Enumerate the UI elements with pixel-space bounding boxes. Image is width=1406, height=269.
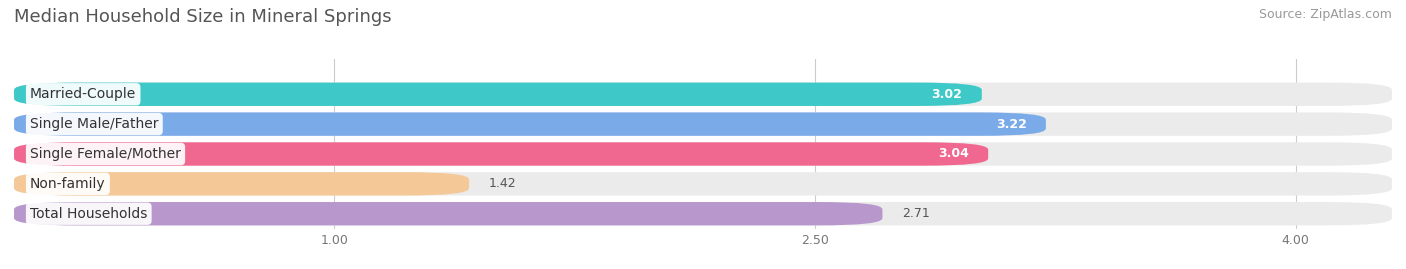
FancyBboxPatch shape — [14, 83, 981, 106]
Text: 2.71: 2.71 — [901, 207, 929, 220]
Text: Total Households: Total Households — [30, 207, 148, 221]
Text: 3.02: 3.02 — [932, 88, 963, 101]
Text: 1.42: 1.42 — [488, 177, 516, 190]
FancyBboxPatch shape — [14, 172, 470, 196]
FancyBboxPatch shape — [14, 83, 1392, 106]
Text: Married-Couple: Married-Couple — [30, 87, 136, 101]
FancyBboxPatch shape — [14, 202, 883, 225]
FancyBboxPatch shape — [14, 202, 1392, 225]
Text: Source: ZipAtlas.com: Source: ZipAtlas.com — [1258, 8, 1392, 21]
Text: Single Male/Father: Single Male/Father — [30, 117, 159, 131]
FancyBboxPatch shape — [14, 112, 1046, 136]
FancyBboxPatch shape — [14, 112, 1392, 136]
FancyBboxPatch shape — [14, 172, 1392, 196]
Text: Non-family: Non-family — [30, 177, 105, 191]
FancyBboxPatch shape — [14, 142, 1392, 166]
Text: 3.22: 3.22 — [995, 118, 1026, 131]
Text: 3.04: 3.04 — [938, 147, 969, 161]
Text: Single Female/Mother: Single Female/Mother — [30, 147, 181, 161]
FancyBboxPatch shape — [14, 142, 988, 166]
Text: Median Household Size in Mineral Springs: Median Household Size in Mineral Springs — [14, 8, 392, 26]
